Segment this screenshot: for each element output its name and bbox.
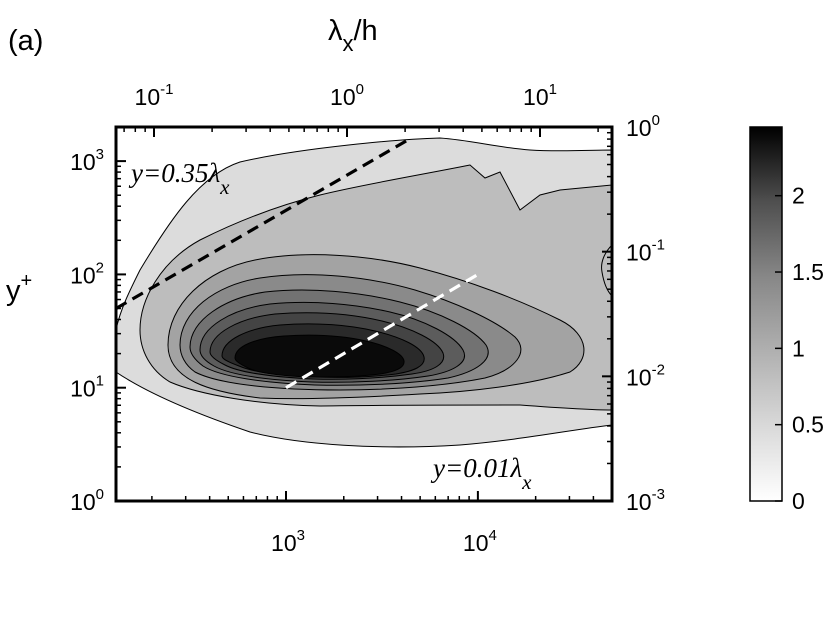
colorbar-tick-label-2: 1	[792, 335, 805, 361]
top-tick-label-1: 100	[330, 81, 364, 110]
colorbar-tick-label-0: 0	[792, 488, 805, 514]
contour-field	[116, 127, 612, 501]
bottom-tick-label-0: 103	[271, 527, 305, 556]
right-tick-label-3: 100	[626, 112, 660, 141]
left-tick-label-1: 101	[70, 373, 104, 402]
left-tick-label-2: 102	[70, 259, 104, 288]
axis-ticks: 103 104 100 101 102 103 10-1 100 101 10-3 10-2 10-1…	[70, 81, 665, 556]
colorbar-ticks: 0 0.5 1 1.5 2	[775, 183, 824, 514]
colorbar-tick-label-3: 1.5	[792, 259, 824, 285]
right-tick-label-1: 10-2	[626, 361, 665, 390]
left-tick-label-0: 100	[70, 486, 104, 515]
top-axis-label: λx/h	[328, 15, 378, 56]
top-tick-label-0: 10-1	[135, 81, 174, 110]
colorbar-tick-label-4: 2	[792, 183, 805, 209]
top-tick-label-2: 101	[523, 81, 557, 110]
right-tick-label-2: 10-1	[626, 237, 665, 266]
contour-level-9	[234, 334, 405, 378]
left-axis-label: y+	[6, 270, 32, 307]
colorbar-tick-label-1: 0.5	[792, 412, 824, 438]
left-tick-label-3: 103	[70, 146, 104, 175]
panel-label: (a)	[8, 25, 43, 57]
bottom-tick-label-1: 104	[463, 527, 497, 556]
reference-label-001: y=0.01λx	[430, 453, 532, 494]
plot-frame	[114, 125, 614, 503]
reference-label-035: y=0.35λx	[128, 158, 230, 199]
right-tick-label-0: 10-3	[626, 486, 665, 515]
colorbar	[749, 126, 783, 502]
